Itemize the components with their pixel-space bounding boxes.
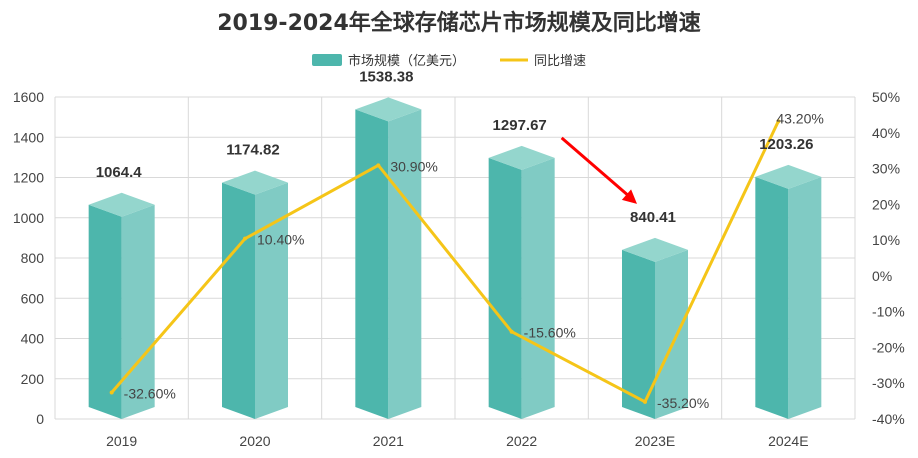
- x-tick-label: 2023E: [635, 433, 675, 449]
- y-left-tick-label: 1600: [13, 89, 44, 105]
- bar-face-front: [488, 157, 522, 419]
- y-left-tick-label: 0: [36, 411, 44, 427]
- bar-value-label: 1203.26: [759, 136, 813, 153]
- bar-value-label: 1297.67: [493, 117, 547, 134]
- bar-labels: 1064.4 1174.82 1538.38 1297.67 840.41 1203.26: [96, 68, 814, 225]
- bar: [88, 192, 155, 419]
- y-left-tick-label: 200: [21, 371, 45, 387]
- y-axis-right: -40% -30% -20% -10% 0% 10% 20% 30% 40% 50%: [872, 89, 905, 427]
- y-left-tick-label: 1000: [13, 210, 44, 226]
- bar: [355, 97, 422, 419]
- y-right-tick-label: 10%: [872, 232, 900, 248]
- bar-face-side: [255, 182, 288, 419]
- x-tick-label: 2021: [373, 433, 404, 449]
- bar: [488, 145, 555, 419]
- bar: [755, 164, 822, 419]
- legend-label-bar: 市场规模（亿美元）: [348, 53, 465, 69]
- line-labels: -32.60% 10.40% 30.90% -15.60% -35.20% 43.20%: [124, 110, 824, 410]
- line-value-label: -32.60%: [124, 386, 176, 402]
- y-left-tick-label: 800: [21, 250, 45, 266]
- bar-face-front: [355, 109, 389, 419]
- bar-face-top: [622, 237, 688, 262]
- line-point: [109, 390, 114, 395]
- line-point: [643, 399, 647, 404]
- x-tick-label: 2024E: [768, 433, 808, 449]
- bar-face-side: [521, 157, 555, 419]
- y-right-tick-label: -30%: [872, 375, 905, 391]
- line-series: [109, 119, 781, 404]
- y-right-tick-label: -20%: [872, 339, 905, 355]
- bar-face-top: [755, 164, 822, 189]
- bar-face-side: [788, 176, 822, 419]
- y-axis-left: 0 200 400 600 800 1000 1200 1400 1600: [13, 89, 44, 427]
- y-right-tick-label: 40%: [872, 125, 900, 141]
- bar-face-top: [222, 170, 288, 195]
- bar-face-side: [655, 249, 688, 419]
- line-value-label: 10.40%: [257, 232, 304, 248]
- bar-face-side: [121, 204, 155, 419]
- y-right-tick-label: 30%: [872, 161, 900, 177]
- x-tick-label: 2022: [506, 433, 537, 449]
- line-value-label: 43.20%: [776, 110, 823, 126]
- bar-value-label: 840.41: [630, 209, 676, 226]
- legend-label-line: 同比增速: [534, 54, 586, 69]
- x-tick-label: 2019: [106, 433, 137, 449]
- line-value-label: -15.60%: [524, 325, 576, 341]
- grid: [54, 96, 856, 420]
- legend-swatch-bar: [312, 54, 342, 66]
- line-point: [509, 329, 514, 334]
- bar-series: [88, 97, 822, 419]
- x-tick-label: 2020: [239, 433, 270, 449]
- bar-value-label: 1064.4: [96, 164, 143, 181]
- bar-face-top: [88, 192, 155, 217]
- bar-value-label: 1538.38: [359, 68, 413, 85]
- bar: [222, 170, 288, 419]
- bar-value-label: 1174.82: [226, 142, 279, 159]
- arrow-shaft: [560, 136, 632, 200]
- y-right-tick-label: -10%: [872, 304, 905, 320]
- line-value-label: 30.90%: [390, 158, 437, 174]
- y-right-tick-label: 50%: [872, 89, 900, 105]
- chart-title: 2019-2024年全球存储芯片市场规模及同比增速: [217, 10, 701, 36]
- y-left-tick-label: 1200: [13, 170, 44, 186]
- annotation: [560, 136, 637, 204]
- bar-face-front: [88, 204, 122, 419]
- bar-face-top: [355, 97, 422, 122]
- bar-face-front: [755, 176, 789, 419]
- bar-face-front: [622, 249, 655, 419]
- y-left-tick-label: 600: [21, 290, 45, 306]
- line-path: [110, 120, 780, 404]
- bar-face-side: [388, 109, 422, 419]
- y-left-tick-label: 400: [21, 331, 45, 347]
- line-point: [776, 119, 781, 124]
- x-axis: 2019 2020 2021 2022 2023E 2024E: [106, 433, 808, 449]
- y-right-tick-label: 20%: [872, 196, 900, 212]
- bar-face-top: [488, 145, 555, 170]
- line-point: [243, 236, 247, 241]
- bar-face-front: [222, 182, 255, 419]
- y-right-tick-label: -40%: [872, 411, 905, 427]
- line-point: [376, 163, 381, 168]
- arrow-head: [621, 189, 637, 204]
- line-value-label: -35.20%: [657, 395, 709, 411]
- legend: 市场规模（亿美元） 同比增速: [312, 53, 586, 69]
- y-left-tick-label: 1400: [13, 129, 44, 145]
- bar: [622, 237, 688, 419]
- y-right-tick-label: 0%: [872, 268, 892, 284]
